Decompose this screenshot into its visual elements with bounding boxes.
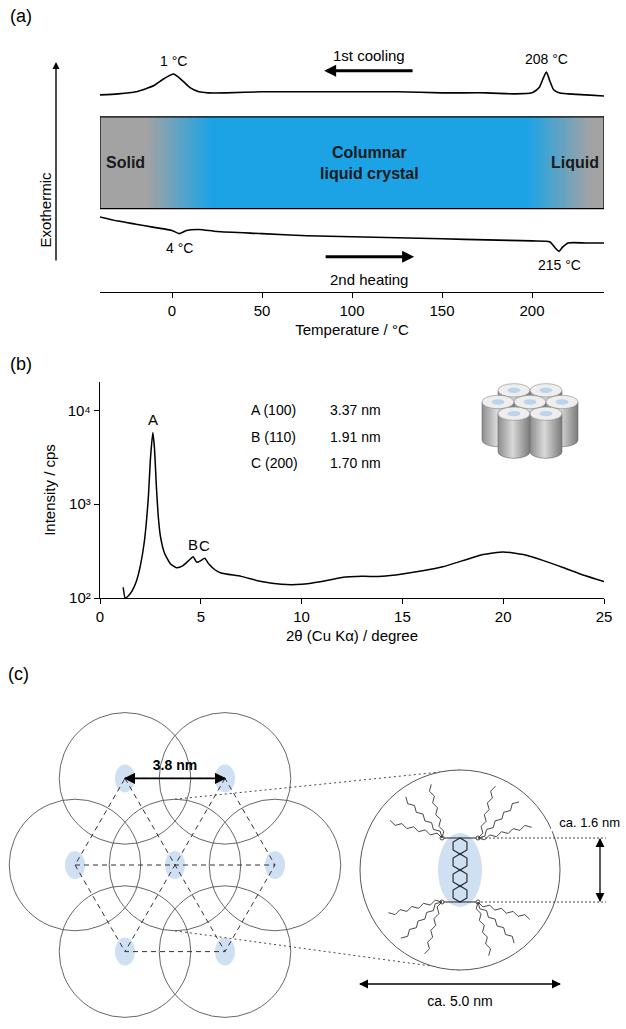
svg-text:C: C [199, 537, 210, 554]
svg-text:3.37 nm: 3.37 nm [330, 402, 381, 418]
svg-text:15: 15 [394, 608, 411, 625]
svg-text:Exothermic: Exothermic [37, 172, 54, 248]
svg-text:10: 10 [293, 608, 310, 625]
svg-text:3.8 nm: 3.8 nm [153, 757, 197, 773]
svg-text:25: 25 [596, 608, 613, 625]
svg-text:50: 50 [254, 302, 271, 319]
svg-text:4 °C: 4 °C [166, 240, 193, 256]
svg-text:5: 5 [197, 608, 205, 625]
svg-text:ca. 1.6 nm: ca. 1.6 nm [559, 815, 620, 830]
svg-text:Solid: Solid [106, 154, 145, 171]
svg-text:1.70 nm: 1.70 nm [330, 455, 381, 471]
svg-text:1.91 nm: 1.91 nm [330, 429, 381, 445]
svg-text:200: 200 [519, 302, 544, 319]
svg-text:1 °C: 1 °C [160, 53, 187, 69]
svg-text:20: 20 [495, 608, 512, 625]
svg-text:100: 100 [339, 302, 364, 319]
svg-text:(c): (c) [8, 664, 29, 684]
svg-text:10³: 10³ [69, 495, 91, 512]
svg-text:215 °C: 215 °C [538, 257, 581, 273]
svg-text:(b): (b) [10, 354, 32, 374]
svg-text:0: 0 [168, 302, 176, 319]
svg-text:150: 150 [429, 302, 454, 319]
svg-text:Liquid: Liquid [551, 154, 599, 171]
svg-text:0: 0 [96, 608, 104, 625]
svg-text:1st cooling: 1st cooling [333, 47, 405, 64]
svg-text:10²: 10² [69, 589, 91, 606]
svg-text:Intensity / cps: Intensity / cps [41, 444, 58, 536]
svg-text:10⁴: 10⁴ [68, 402, 91, 419]
svg-text:2θ (Cu Kα) / degree: 2θ (Cu Kα) / degree [286, 627, 418, 644]
svg-text:(a): (a) [10, 6, 32, 26]
svg-text:208 °C: 208 °C [525, 51, 568, 67]
svg-text:ca. 5.0 nm: ca. 5.0 nm [427, 993, 492, 1009]
svg-text:B (110): B (110) [251, 429, 296, 445]
svg-text:Columnarliquid crystal: Columnarliquid crystal [320, 144, 419, 182]
svg-text:C (200): C (200) [251, 455, 298, 471]
svg-text:A: A [148, 411, 158, 428]
svg-text:2nd heating: 2nd heating [330, 271, 408, 288]
svg-text:A (100): A (100) [251, 402, 296, 418]
svg-text:Temperature / °C: Temperature / °C [295, 321, 409, 338]
svg-text:B: B [188, 536, 198, 553]
